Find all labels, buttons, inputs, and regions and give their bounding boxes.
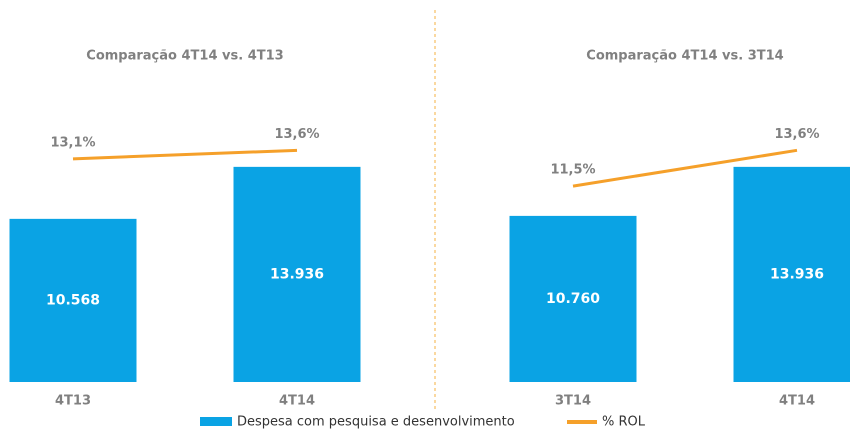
x-tick-label: 4T14 xyxy=(779,394,815,409)
legend-label: % ROL xyxy=(602,415,646,430)
bar-value-label: 13.936 xyxy=(770,266,824,282)
legend-label: Despesa com pesquisa e desenvolvimento xyxy=(237,415,515,430)
line xyxy=(572,148,798,188)
bar-value-label: 13.936 xyxy=(270,266,324,282)
legend-swatch xyxy=(200,417,232,426)
line-value-label: 11,5% xyxy=(550,163,595,178)
bar-value-label: 10.568 xyxy=(46,292,100,308)
bar xyxy=(509,215,637,382)
bar-value-label: 10.760 xyxy=(546,291,600,307)
x-tick-label: 4T14 xyxy=(279,394,315,409)
x-tick-label: 3T14 xyxy=(555,394,591,409)
line-value-label: 13,6% xyxy=(274,127,319,142)
bar xyxy=(733,166,850,382)
bar xyxy=(9,218,137,382)
x-tick-label: 4T13 xyxy=(55,394,91,409)
line-value-label: 13,1% xyxy=(50,135,95,150)
chart-title: Comparação 4T14 vs. 3T14 xyxy=(586,49,783,64)
line xyxy=(72,148,298,161)
bar xyxy=(233,166,361,382)
line-value-label: 13,6% xyxy=(774,127,819,142)
chart-title: Comparação 4T14 vs. 4T13 xyxy=(86,49,283,64)
